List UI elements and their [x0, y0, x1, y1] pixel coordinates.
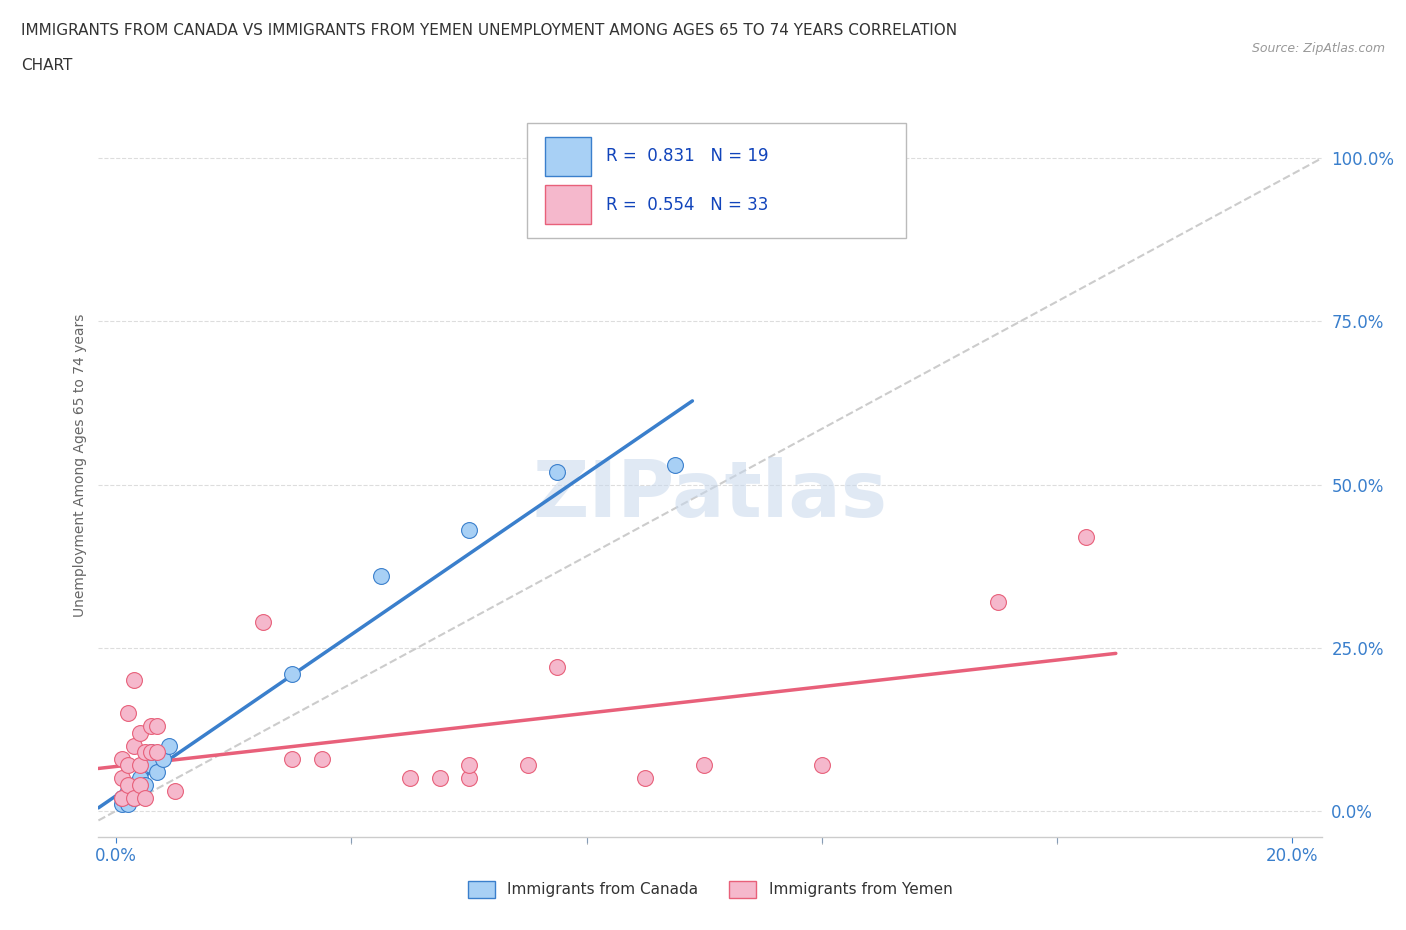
- Point: [117, 706, 139, 721]
- Point: [281, 667, 304, 682]
- Point: [634, 771, 657, 786]
- Point: [693, 758, 716, 773]
- Point: [128, 777, 150, 792]
- Point: [122, 777, 145, 792]
- Point: [370, 568, 392, 583]
- Point: [458, 758, 481, 773]
- Point: [111, 790, 134, 805]
- Point: [111, 790, 134, 805]
- Point: [122, 790, 145, 805]
- Point: [141, 745, 163, 760]
- Point: [399, 771, 422, 786]
- Point: [128, 784, 150, 799]
- Point: [117, 777, 139, 792]
- Point: [134, 777, 156, 792]
- Point: [111, 751, 134, 766]
- Point: [134, 790, 156, 805]
- Point: [146, 745, 169, 760]
- Point: [546, 660, 568, 675]
- Point: [134, 745, 156, 760]
- Point: [252, 614, 274, 629]
- Bar: [546, 185, 592, 224]
- Point: [810, 758, 832, 773]
- Point: [111, 797, 134, 812]
- Text: R =  0.554   N = 33: R = 0.554 N = 33: [606, 195, 769, 214]
- Point: [122, 673, 145, 688]
- Point: [987, 594, 1010, 609]
- Point: [117, 758, 139, 773]
- Point: [111, 771, 134, 786]
- Legend: Immigrants from Canada, Immigrants from Yemen: Immigrants from Canada, Immigrants from …: [461, 875, 959, 904]
- Point: [117, 784, 139, 799]
- Text: R =  0.831   N = 19: R = 0.831 N = 19: [606, 147, 769, 166]
- Point: [117, 797, 139, 812]
- Point: [458, 771, 481, 786]
- Text: ZIPatlas: ZIPatlas: [533, 457, 887, 533]
- Point: [311, 751, 333, 766]
- Point: [122, 738, 145, 753]
- Text: Source: ZipAtlas.com: Source: ZipAtlas.com: [1251, 42, 1385, 55]
- Point: [141, 719, 163, 734]
- Point: [146, 764, 169, 779]
- Point: [546, 464, 568, 479]
- Point: [152, 751, 174, 766]
- FancyBboxPatch shape: [526, 123, 905, 238]
- Point: [281, 751, 304, 766]
- Bar: [546, 137, 592, 176]
- Point: [128, 771, 150, 786]
- Point: [157, 738, 180, 753]
- Point: [163, 784, 186, 799]
- Point: [146, 719, 169, 734]
- Point: [664, 458, 686, 472]
- Point: [429, 771, 451, 786]
- Text: IMMIGRANTS FROM CANADA VS IMMIGRANTS FROM YEMEN UNEMPLOYMENT AMONG AGES 65 TO 74: IMMIGRANTS FROM CANADA VS IMMIGRANTS FRO…: [21, 23, 957, 38]
- Point: [141, 745, 163, 760]
- Point: [141, 758, 163, 773]
- Point: [128, 725, 150, 740]
- Text: CHART: CHART: [21, 58, 73, 73]
- Point: [122, 790, 145, 805]
- Point: [516, 758, 538, 773]
- Point: [1076, 529, 1098, 544]
- Y-axis label: Unemployment Among Ages 65 to 74 years: Unemployment Among Ages 65 to 74 years: [73, 313, 87, 617]
- Point: [128, 758, 150, 773]
- Point: [458, 523, 481, 538]
